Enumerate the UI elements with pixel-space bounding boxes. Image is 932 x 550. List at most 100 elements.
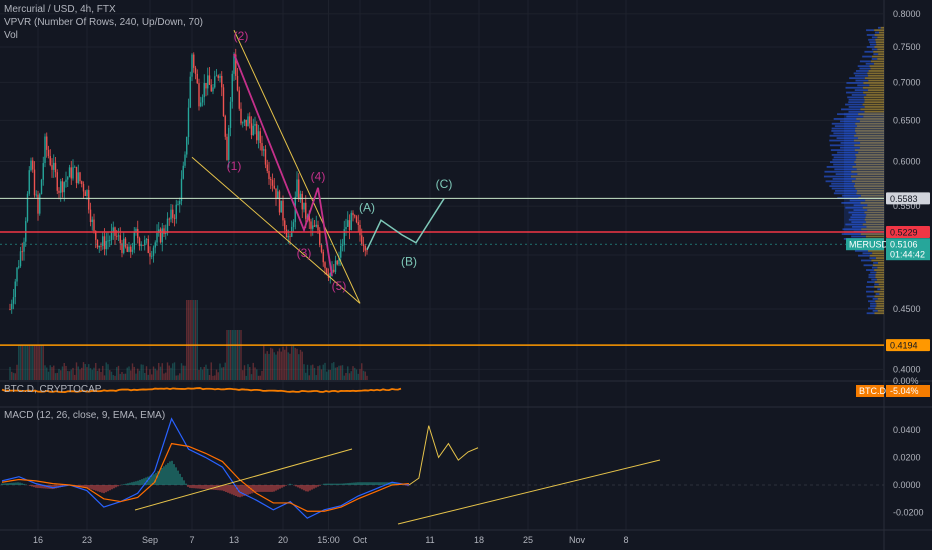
macd-histogram-bar: [33, 485, 35, 488]
candle-body: [201, 97, 204, 103]
macd-histogram-bar: [139, 479, 141, 485]
vpvr-bar: [862, 206, 884, 209]
symbol-title[interactable]: Mercurial / USD, 4h, FTX: [4, 4, 116, 15]
candle-body: [89, 209, 92, 223]
vpvr-bar: [853, 209, 868, 211]
candle-body: [75, 166, 78, 184]
signal-line[interactable]: [1, 442, 410, 512]
volume-bar: [158, 362, 160, 380]
volume-bar: [210, 362, 212, 380]
candle-body: [63, 182, 65, 193]
y-tick-label: 0.7500: [893, 42, 921, 52]
vpvr-bar: [877, 26, 881, 29]
candle-body: [275, 188, 277, 199]
candle-body: [289, 236, 291, 237]
macd-histogram-bar: [243, 485, 245, 496]
vpvr-bar: [830, 149, 855, 152]
btcd-legend[interactable]: BTC.D, CRYPTOCAP: [4, 384, 102, 395]
vpvr-bar: [875, 300, 884, 303]
candle-body: [355, 216, 358, 223]
vpvr-bar: [829, 185, 854, 187]
candle-body: [177, 204, 179, 205]
macd-histogram-bar: [309, 485, 311, 491]
vpvr-bar: [865, 216, 884, 219]
volume-bar: [224, 362, 226, 380]
vpvr-legend[interactable]: VPVR (Number Of Rows, 240, Up/Down, 70): [4, 17, 203, 28]
macd-histogram-bar: [241, 485, 243, 497]
volume-bar: [95, 362, 97, 380]
vpvr-bar: [875, 273, 884, 276]
elliott-wave-path[interactable]: [233, 53, 333, 277]
macd-trendline[interactable]: [134, 448, 353, 511]
volume-bar: [147, 374, 149, 380]
candle-body: [154, 242, 156, 248]
macd-histogram-bar: [111, 485, 113, 490]
volume-bar: [126, 367, 128, 380]
vpvr-bar: [864, 101, 884, 104]
macd-histogram-bar: [221, 485, 223, 491]
vpvr-bar: [859, 67, 871, 70]
macd-histogram-bar: [219, 485, 221, 491]
macd-trendline[interactable]: [397, 459, 661, 525]
macd-histogram-bar: [223, 485, 225, 492]
macd-histogram-bar: [263, 485, 265, 492]
volume-bar: [16, 364, 18, 380]
macd-legend[interactable]: MACD (12, 26, close, 9, EMA, EMA): [4, 410, 166, 421]
macd-histogram-bar: [135, 481, 137, 485]
vol-legend[interactable]: Vol: [4, 30, 18, 41]
volume-bar: [201, 369, 204, 380]
macd-histogram-bar: [273, 485, 275, 492]
candle-body: [196, 73, 198, 84]
candle-body: [191, 54, 193, 77]
volume-bar: [149, 369, 151, 380]
candle-body: [320, 244, 323, 252]
candle-body: [180, 178, 183, 202]
wedge-trendline[interactable]: [233, 29, 361, 304]
wave-label: (2): [234, 29, 249, 43]
candle-body: [296, 179, 298, 197]
candle-body: [273, 185, 275, 189]
candle-body: [46, 136, 48, 150]
macd-histogram-bar: [299, 485, 301, 489]
macd-histogram-bar: [325, 483, 327, 485]
candle-body: [70, 167, 72, 179]
volume-bar: [354, 367, 356, 380]
candle-body: [278, 191, 281, 213]
vpvr-bar: [856, 192, 884, 195]
candle-body: [168, 218, 170, 220]
candle-body: [259, 131, 261, 144]
btcd-line[interactable]: [1, 387, 402, 393]
vpvr-bar: [873, 62, 884, 65]
volume-bar: [86, 367, 88, 380]
x-tick-label: 18: [474, 535, 484, 545]
volume-bar: [359, 368, 361, 380]
candle-body: [340, 245, 342, 258]
vpvr-bar: [874, 285, 884, 288]
volume-bar: [198, 369, 200, 380]
candle-body: [256, 124, 258, 141]
vpvr-bar: [833, 192, 857, 195]
candle-body: [133, 232, 135, 250]
vpvr-bar: [854, 161, 884, 164]
abc-projection-path[interactable]: [366, 198, 445, 251]
candle-body: [217, 75, 219, 78]
candle-body: [163, 228, 165, 234]
macd-projection[interactable]: [408, 425, 479, 486]
vpvr-bar: [864, 98, 884, 101]
volume-bar: [61, 366, 64, 380]
macd-histogram-bar: [279, 485, 281, 489]
volume-bar: [117, 365, 120, 380]
volume-bar: [21, 345, 23, 380]
volume-bar: [252, 362, 254, 380]
vpvr-bar: [877, 266, 884, 269]
candle-body: [224, 116, 226, 137]
vpvr-bar: [877, 278, 884, 281]
wedge-trendline[interactable]: [191, 156, 361, 304]
macd-histogram-bar: [255, 485, 257, 493]
candle-body: [159, 229, 162, 243]
candle-body: [299, 193, 302, 200]
macd-histogram-bar: [275, 485, 277, 491]
vpvr-bar: [866, 46, 875, 48]
